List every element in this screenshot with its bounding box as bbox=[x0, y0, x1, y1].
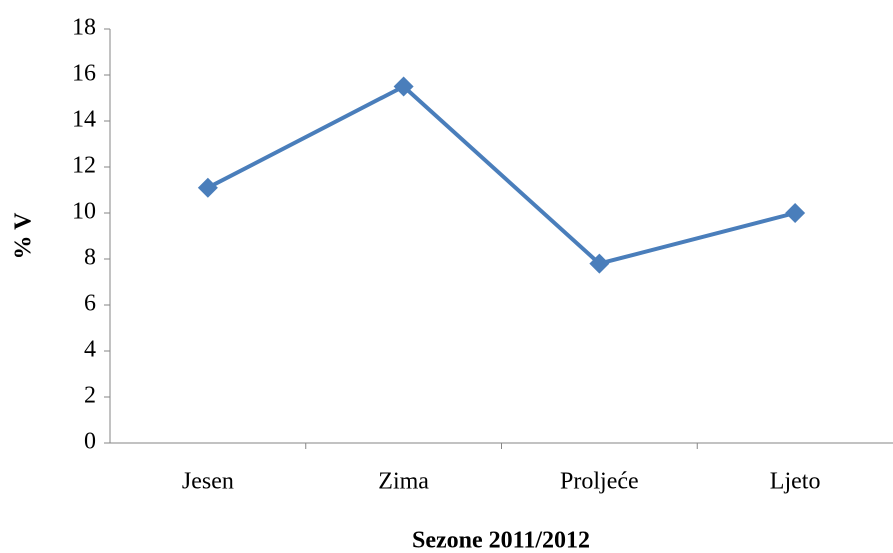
marker bbox=[589, 253, 610, 274]
y-tick-label: 0 bbox=[84, 429, 96, 455]
y-tick-label: 10 bbox=[72, 199, 96, 225]
y-tick-label: 12 bbox=[72, 153, 96, 179]
y-tick-label: 14 bbox=[72, 107, 96, 133]
x-tick-label: Proljeće bbox=[560, 469, 639, 495]
marker bbox=[197, 177, 218, 198]
y-axis-title: % V bbox=[11, 212, 37, 260]
y-tick-label: 6 bbox=[84, 291, 96, 317]
y-tick-label: 4 bbox=[84, 337, 96, 363]
y-tick-label: 18 bbox=[72, 15, 96, 41]
marker bbox=[393, 76, 414, 97]
y-tick-label: 16 bbox=[72, 61, 96, 87]
y-tick-label: 2 bbox=[84, 383, 96, 409]
x-tick-label: Ljeto bbox=[770, 469, 821, 495]
series-line bbox=[206, 84, 796, 266]
marker bbox=[785, 203, 806, 223]
x-axis-title: Sezone 2011/2012 bbox=[412, 528, 590, 553]
x-tick-label: Zima bbox=[378, 469, 429, 495]
x-tick-label: Jesen bbox=[182, 469, 234, 495]
y-tick-label: 8 bbox=[84, 245, 96, 271]
